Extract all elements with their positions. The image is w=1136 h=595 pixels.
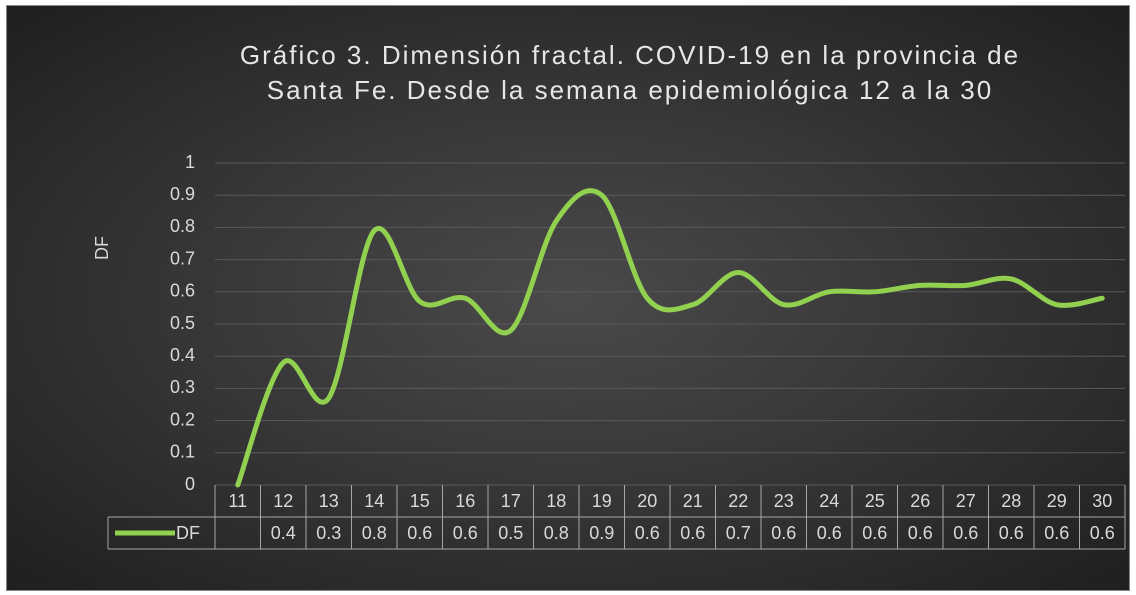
x-tick-label: 22 [728, 491, 748, 511]
x-tick-label: 21 [683, 491, 703, 511]
y-tick-label: 0.9 [170, 184, 195, 204]
table-value: 0.4 [271, 523, 296, 543]
x-tick-label: 11 [228, 491, 247, 511]
legend-label: DF [176, 523, 200, 543]
x-tick-label: 13 [319, 491, 339, 511]
y-tick-label: 0.2 [170, 409, 195, 429]
x-tick-label: 18 [546, 491, 566, 511]
table-value: 0.6 [1090, 523, 1115, 543]
x-tick-label: 25 [865, 491, 885, 511]
x-tick-label: 17 [501, 491, 521, 511]
x-tick-label: 27 [956, 491, 976, 511]
table-value: 0.6 [1044, 523, 1069, 543]
table-value: 0.6 [953, 523, 978, 543]
table-value: 0.6 [453, 523, 478, 543]
x-tick-label: 15 [410, 491, 430, 511]
y-tick-label: 0.7 [170, 248, 195, 268]
y-tick-label: 0.5 [170, 313, 195, 333]
table-value: 0.6 [407, 523, 432, 543]
x-tick-label: 12 [273, 491, 293, 511]
x-tick-label: 24 [819, 491, 839, 511]
y-tick-label: 1 [185, 152, 195, 172]
table-value: 0.9 [589, 523, 614, 543]
x-tick-label: 14 [364, 491, 384, 511]
y-tick-label: 0.6 [170, 281, 195, 301]
table-value: 0.6 [680, 523, 705, 543]
table-value: 0.5 [498, 523, 523, 543]
x-tick-label: 23 [774, 491, 794, 511]
x-tick-label: 29 [1047, 491, 1067, 511]
x-tick-label: 16 [455, 491, 475, 511]
table-value: 0.6 [817, 523, 842, 543]
y-tick-label: 0.8 [170, 216, 195, 236]
y-tick-label: 0 [185, 474, 195, 494]
y-tick-label: 0.3 [170, 377, 195, 397]
x-tick-label: 28 [1001, 491, 1021, 511]
table-value: 0.3 [316, 523, 341, 543]
table-value: 0.6 [635, 523, 660, 543]
chart-title: Gráfico 3. Dimensión fractal. COVID-19 e… [239, 40, 1021, 105]
table-value: 0.8 [362, 523, 387, 543]
table-value: 0.6 [999, 523, 1024, 543]
table-value: 0.8 [544, 523, 569, 543]
y-tick-label: 0.4 [170, 345, 195, 365]
table-value: 0.6 [908, 523, 933, 543]
table-value: 0.6 [771, 523, 796, 543]
x-tick-label: 19 [592, 491, 612, 511]
table-value: 0.6 [862, 523, 887, 543]
y-tick-label: 0.1 [170, 442, 195, 462]
data-line [235, 188, 1105, 488]
table-value: 0.7 [726, 523, 751, 543]
y-axis-label: DF [92, 236, 112, 260]
x-tick-label: 26 [910, 491, 930, 511]
x-tick-label: 20 [637, 491, 657, 511]
x-tick-label: 30 [1092, 491, 1112, 511]
